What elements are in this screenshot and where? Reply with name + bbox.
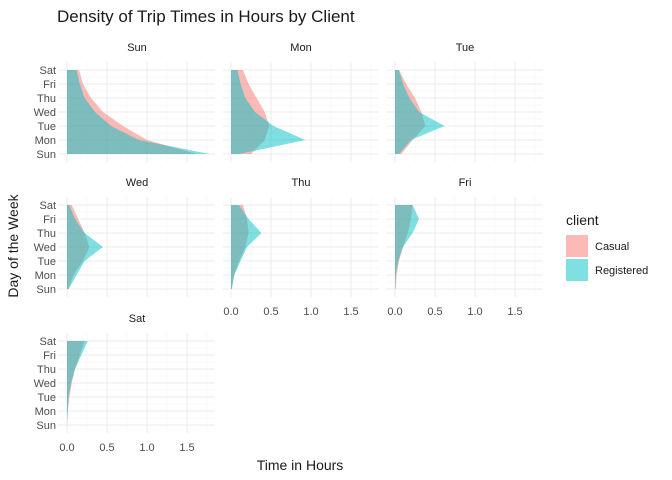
density-area-registered (395, 205, 419, 289)
density-area-registered (231, 205, 262, 289)
y-tick-label: Tue (37, 256, 56, 268)
y-tick-label: Sun (36, 284, 56, 296)
density-area-registered (67, 205, 103, 289)
x-tick-label: 0.0 (387, 306, 402, 318)
x-tick-label: 1.5 (507, 306, 522, 318)
y-tick-label: Wed (34, 242, 56, 254)
chart-title: Density of Trip Times in Hours by Client (57, 7, 355, 26)
y-tick-label: Fri (43, 79, 56, 91)
facet-thu: Thu 0.0 0.5 1.0 1.5 (223, 177, 379, 318)
facet-strip-label: Wed (126, 177, 148, 189)
density-area-registered (67, 70, 210, 154)
density-area-registered (395, 70, 445, 154)
x-tick-label: 1.5 (179, 442, 194, 454)
facet-sun: Sun Sun Mon Tue Wed Thu Fri Sat (34, 42, 215, 162)
legend-title: client (566, 212, 599, 228)
facet-tue: Tue (387, 42, 543, 162)
x-tick-label: 0.0 (59, 442, 74, 454)
facet-mon: Mon (223, 42, 379, 162)
y-tick-label: Tue (37, 392, 56, 404)
facet-strip-label: Tue (456, 42, 475, 54)
y-tick-label: Mon (35, 270, 56, 282)
x-tick-label: 1.0 (303, 306, 318, 318)
legend-key-registered (566, 259, 588, 281)
y-tick-label: Wed (34, 107, 56, 119)
y-tick-label: Fri (43, 350, 56, 362)
x-axis-title: Time in Hours (257, 457, 344, 473)
facet-strip-label: Fri (459, 177, 472, 189)
facet-strip-label: Mon (290, 42, 311, 54)
y-tick-label: Mon (35, 406, 56, 418)
density-area-registered (67, 341, 88, 425)
y-tick-label: Sat (39, 200, 56, 212)
legend-label-casual: Casual (595, 241, 629, 253)
x-tick-label: 0.5 (263, 306, 278, 318)
density-area-registered (231, 70, 306, 154)
facet-strip-label: Sun (127, 42, 147, 54)
facet-fri: Fri 0.0 0.5 1.0 1.5 (387, 177, 543, 318)
legend-label-registered: Registered (595, 265, 648, 277)
legend-key-casual (566, 235, 588, 257)
y-tick-label: Sat (39, 336, 56, 348)
x-tick-label: 0.5 (427, 306, 442, 318)
y-tick-label: Fri (43, 214, 56, 226)
y-tick-label: Wed (34, 378, 56, 390)
y-tick-label: Sun (36, 420, 56, 432)
x-tick-label: 1.0 (139, 442, 154, 454)
facet-panels: Sun Sun Mon Tue Wed Thu Fri Sat Mon Tue Wed Sun Mon T… (34, 42, 543, 454)
x-tick-label: 1.0 (467, 306, 482, 318)
facet-strip-label: Sat (129, 313, 146, 325)
y-tick-label: Thu (37, 228, 56, 240)
x-tick-label: 0.0 (223, 306, 238, 318)
y-tick-label: Thu (37, 364, 56, 376)
y-axis-title: Day of the Week (5, 193, 21, 297)
y-tick-label: Sun (36, 149, 56, 161)
y-tick-label: Tue (37, 121, 56, 133)
x-tick-label: 0.5 (99, 442, 114, 454)
y-tick-label: Mon (35, 135, 56, 147)
y-tick-label: Thu (37, 93, 56, 105)
x-tick-label: 1.5 (343, 306, 358, 318)
facet-sat: Sat Sun Mon Tue Wed Thu Fri Sat 0.0 0.5 1.0 1.5 (34, 313, 215, 454)
legend: client Casual Registered (566, 212, 648, 281)
y-tick-label: Sat (39, 65, 56, 77)
facet-strip-label: Thu (292, 177, 311, 189)
facet-wed: Wed Sun Mon Tue Wed Thu Fri Sat (34, 177, 215, 297)
